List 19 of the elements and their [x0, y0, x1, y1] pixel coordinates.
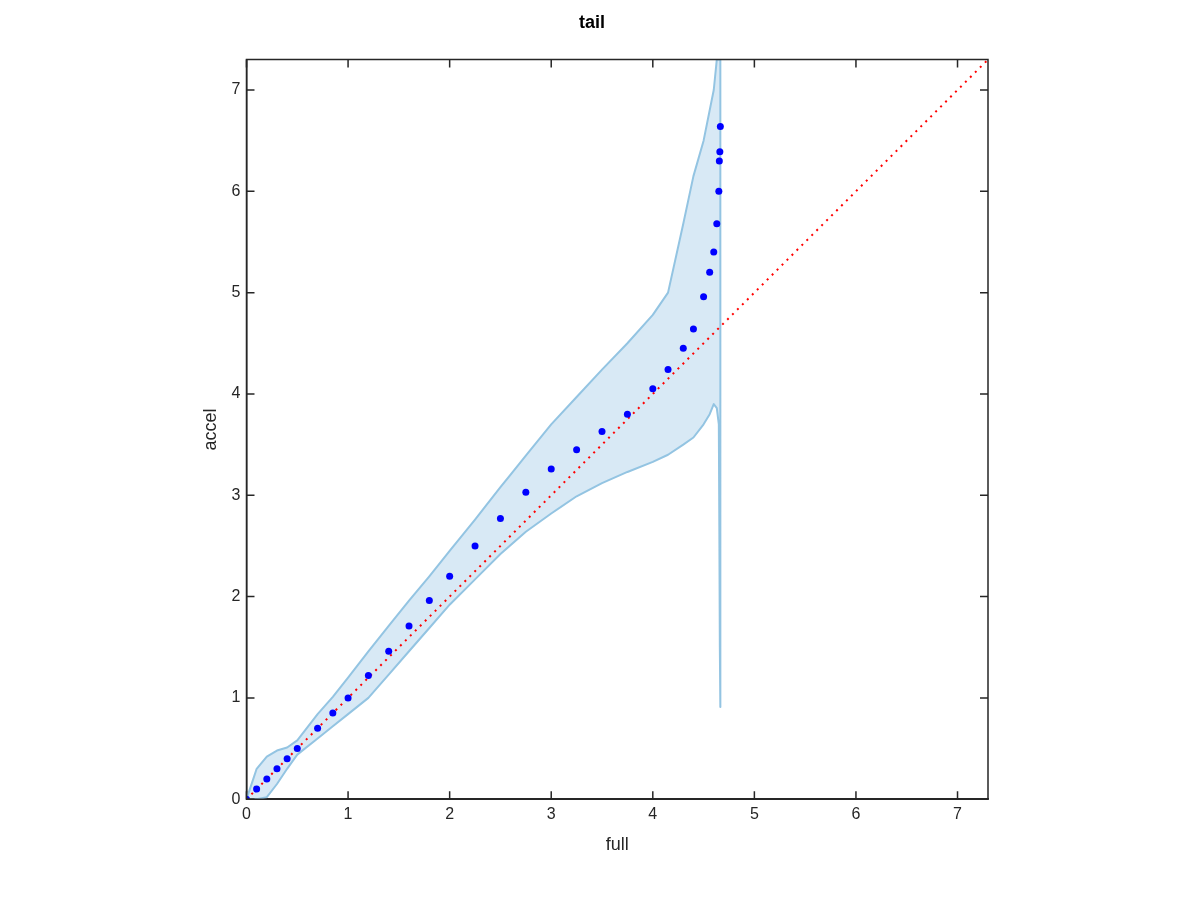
x-tick-label: 0: [242, 805, 252, 823]
x-tick-label: 7: [953, 805, 963, 823]
x-tick-label: 4: [648, 805, 658, 823]
y-tick-label: 5: [231, 283, 241, 301]
y-tick-label: 1: [231, 688, 241, 706]
x-tick-label: 1: [343, 805, 353, 823]
y-tick-label: 6: [231, 181, 241, 199]
chart-title: tail: [578, 11, 606, 32]
y-tick-label: 4: [231, 384, 241, 402]
y-tick-label: 7: [231, 80, 241, 98]
y-tick-label: 2: [231, 586, 241, 604]
x-tick-label: 5: [749, 805, 759, 823]
y-tick-label: 0: [231, 789, 241, 807]
x-tick-label: 3: [546, 805, 556, 823]
x-tick-label: 2: [445, 805, 455, 823]
x-axis-title: full: [605, 834, 629, 855]
x-tick-label: 6: [851, 805, 861, 823]
y-axis-title: accel: [199, 408, 220, 451]
y-tick-label: 3: [231, 485, 241, 503]
